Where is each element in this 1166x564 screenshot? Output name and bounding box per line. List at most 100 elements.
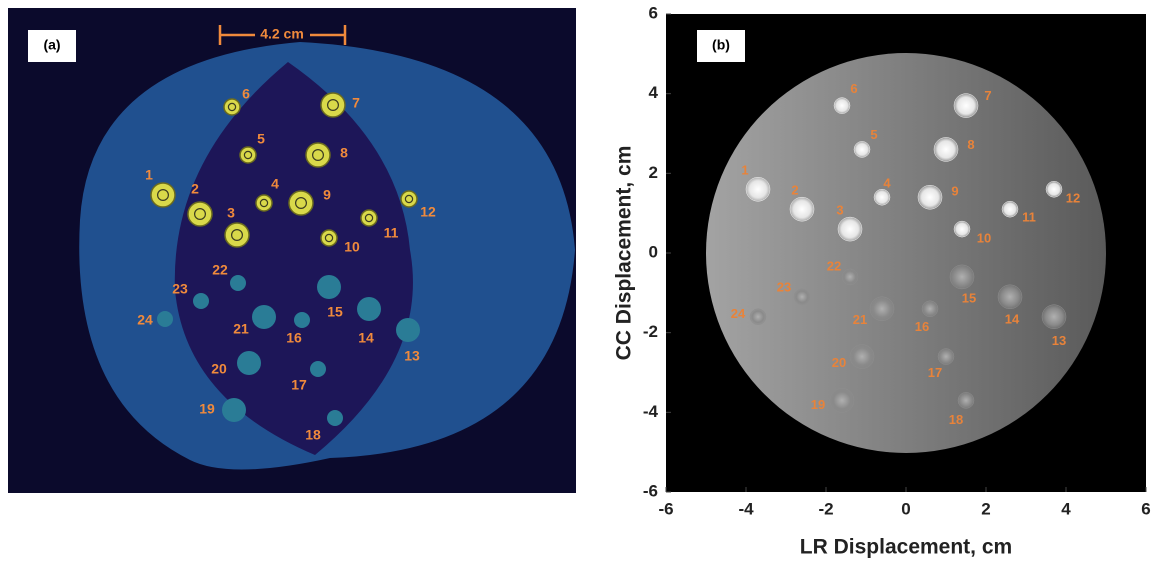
insert-marker xyxy=(321,230,337,246)
scatter-point xyxy=(854,141,870,157)
marker-label: 3 xyxy=(227,205,235,221)
insert-marker xyxy=(310,361,326,377)
scatter-point xyxy=(750,309,766,325)
point-label: 17 xyxy=(928,365,942,380)
marker-label: 2 xyxy=(191,181,199,197)
insert-marker xyxy=(224,99,240,115)
panel-tag: (a) xyxy=(43,37,60,53)
scatter-point xyxy=(954,221,970,237)
insert-marker xyxy=(327,410,343,426)
insert-marker xyxy=(240,147,256,163)
scale-bar-label: 4.2 cm xyxy=(260,26,304,42)
y-tick-label: -4 xyxy=(643,402,659,421)
y-tick-label: 0 xyxy=(649,242,658,261)
point-label: 14 xyxy=(1005,311,1020,326)
insert-marker xyxy=(230,275,246,291)
marker-label: 13 xyxy=(404,348,420,364)
page: {"panel_a": {"tag": "(a)", "scale_bar": … xyxy=(0,0,1166,564)
x-tick-label: -2 xyxy=(818,499,833,518)
marker-label: 8 xyxy=(340,145,348,161)
point-label: 4 xyxy=(883,176,891,191)
scatter-point xyxy=(950,265,974,289)
point-label: 18 xyxy=(949,412,963,427)
point-label: 24 xyxy=(731,306,746,321)
x-tick-label: -6 xyxy=(658,499,673,518)
scatter-point xyxy=(870,297,894,321)
scatter-point xyxy=(830,388,854,412)
insert-marker xyxy=(317,275,341,299)
panel-tag: (b) xyxy=(712,37,730,53)
y-tick-label: 2 xyxy=(649,163,658,182)
scatter-point xyxy=(922,301,938,317)
x-tick-label: 0 xyxy=(901,499,910,518)
panel-a: 4.2 cm (a) 12345678910111213141516171819… xyxy=(8,8,576,493)
x-tick-label: 2 xyxy=(981,499,990,518)
insert-marker xyxy=(188,202,212,226)
marker-label: 20 xyxy=(211,361,227,377)
insert-marker xyxy=(289,191,313,215)
x-axis-title: LR Displacement, cm xyxy=(800,536,1012,559)
y-tick-label: 6 xyxy=(649,3,658,22)
marker-label: 16 xyxy=(286,330,302,346)
y-tick-label: -2 xyxy=(643,322,658,341)
scatter-point xyxy=(1042,305,1066,329)
marker-label: 1 xyxy=(145,167,153,183)
x-tick-label: 4 xyxy=(1061,499,1071,518)
insert-marker xyxy=(157,311,173,327)
point-label: 12 xyxy=(1066,191,1080,206)
insert-marker xyxy=(401,191,417,207)
scatter-point xyxy=(1002,201,1018,217)
marker-label: 10 xyxy=(344,239,360,255)
scatter-point xyxy=(746,177,770,201)
point-label: 20 xyxy=(832,355,846,370)
scatter-point xyxy=(842,269,858,285)
insert-marker xyxy=(306,143,330,167)
marker-label: 5 xyxy=(257,131,265,147)
point-label: 22 xyxy=(827,258,841,273)
insert-marker xyxy=(396,318,420,342)
point-label: 21 xyxy=(853,312,867,327)
insert-marker xyxy=(294,312,310,328)
marker-label: 19 xyxy=(199,401,215,417)
figure: 4.2 cm (a) 12345678910111213141516171819… xyxy=(0,0,1166,564)
scatter-point xyxy=(874,189,890,205)
insert-marker xyxy=(151,183,175,207)
point-label: 1 xyxy=(741,163,748,178)
insert-marker xyxy=(321,93,345,117)
point-label: 19 xyxy=(811,397,825,412)
marker-label: 21 xyxy=(233,321,249,337)
point-label: 13 xyxy=(1052,333,1066,348)
scatter-point xyxy=(918,185,942,209)
scatter-point xyxy=(834,98,850,114)
insert-marker xyxy=(193,293,209,309)
marker-label: 18 xyxy=(305,427,321,443)
insert-marker xyxy=(222,398,246,422)
panel-b: (b) LR Displacement, cm CC Displacement,… xyxy=(613,3,1151,558)
y-axis-title: CC Displacement, cm xyxy=(613,146,636,361)
scatter-point xyxy=(954,94,978,118)
point-label: 6 xyxy=(850,81,857,96)
marker-label: 9 xyxy=(323,187,331,203)
marker-label: 17 xyxy=(291,377,307,393)
marker-label: 7 xyxy=(352,95,360,111)
scatter-point xyxy=(958,392,974,408)
marker-label: 15 xyxy=(327,304,343,320)
marker-label: 6 xyxy=(242,86,250,102)
insert-marker xyxy=(256,195,272,211)
scatter-point xyxy=(998,285,1022,309)
point-label: 2 xyxy=(791,183,798,198)
scatter-point xyxy=(794,289,810,305)
y-tick-label: -6 xyxy=(643,481,658,500)
point-label: 9 xyxy=(951,184,958,199)
insert-marker xyxy=(252,305,276,329)
insert-marker xyxy=(361,210,377,226)
scatter-point xyxy=(790,197,814,221)
marker-label: 22 xyxy=(212,262,228,278)
scatter-point xyxy=(850,345,874,369)
marker-label: 11 xyxy=(384,225,399,241)
point-label: 8 xyxy=(967,137,974,152)
phantom-disk xyxy=(706,53,1106,453)
marker-label: 4 xyxy=(271,176,279,192)
point-label: 3 xyxy=(836,203,843,218)
point-label: 10 xyxy=(977,231,991,246)
